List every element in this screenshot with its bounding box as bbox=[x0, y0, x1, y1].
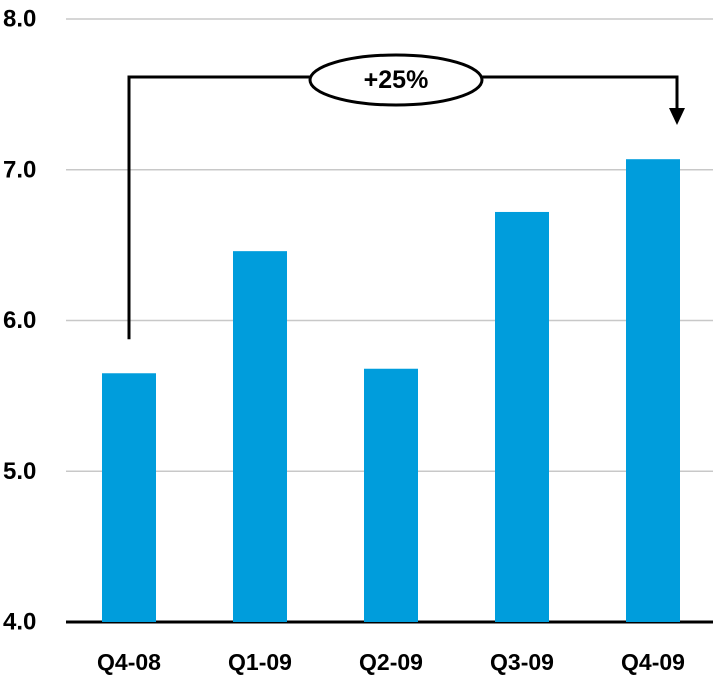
annotation-bracket-line bbox=[127, 75, 679, 340]
y-tick-label: 4.0 bbox=[3, 609, 36, 636]
y-tick-label: 8.0 bbox=[3, 6, 36, 33]
annotation-label: +25% bbox=[364, 66, 429, 94]
annotation-arrowhead bbox=[669, 108, 685, 125]
bar bbox=[495, 211, 549, 622]
bar bbox=[626, 159, 680, 622]
y-tick-label: 7.0 bbox=[3, 156, 36, 183]
x-tick-label: Q4-09 bbox=[621, 649, 685, 675]
bars bbox=[102, 159, 680, 622]
bar bbox=[233, 251, 287, 622]
y-tick-label: 6.0 bbox=[3, 307, 36, 334]
y-axis-tick-labels: 4.0 5.0 6.0 7.0 8.0 bbox=[3, 6, 36, 636]
x-tick-label: Q1-09 bbox=[228, 649, 292, 675]
x-tick-label: Q2-09 bbox=[359, 649, 423, 675]
growth-annotation: +25% bbox=[127, 53, 685, 340]
x-tick-label: Q4-08 bbox=[97, 649, 161, 675]
bar bbox=[102, 373, 156, 622]
x-axis-category-labels: Q4-08 Q1-09 Q2-09 Q3-09 Q4-09 bbox=[97, 649, 685, 675]
bar bbox=[364, 368, 418, 622]
x-tick-label: Q3-09 bbox=[490, 649, 554, 675]
annotation-bubble bbox=[308, 53, 484, 107]
y-tick-label: 5.0 bbox=[3, 458, 36, 485]
